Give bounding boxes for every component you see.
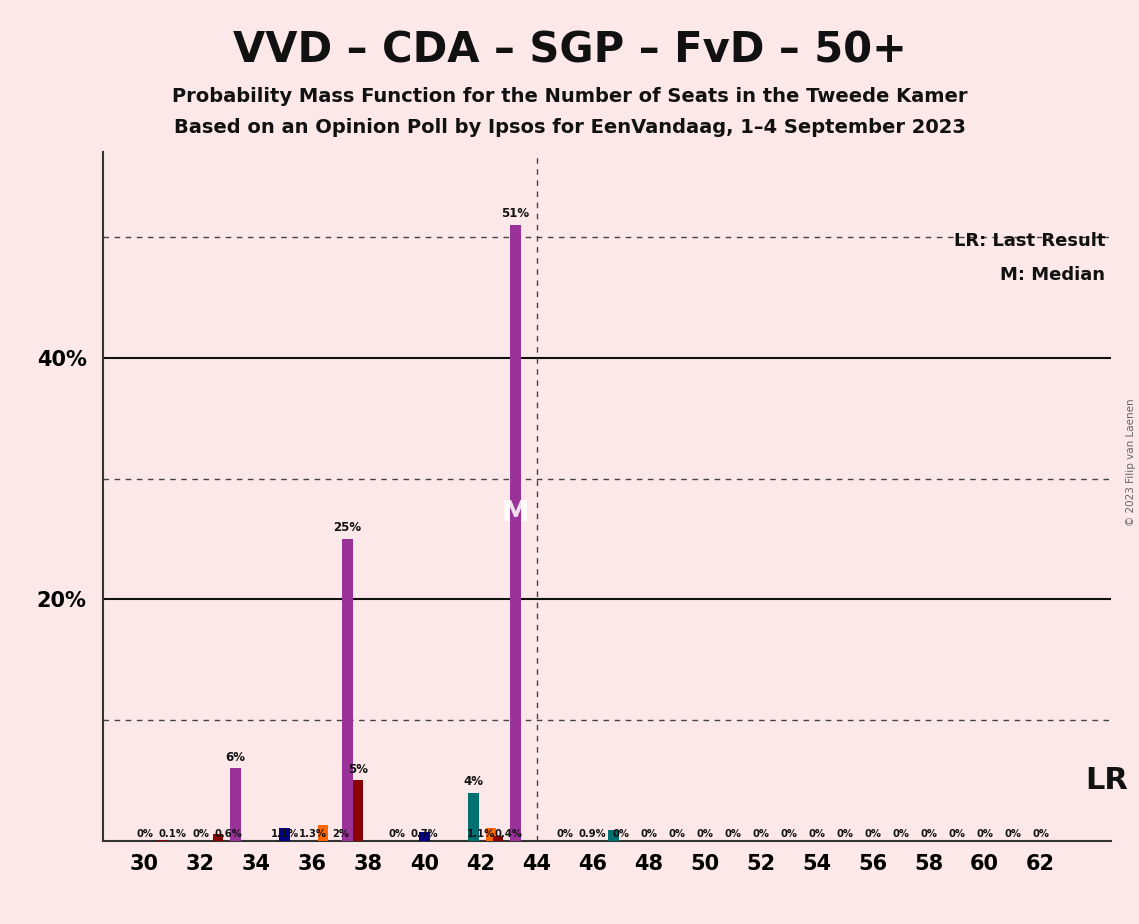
Bar [346,817,357,841]
Bar [486,828,497,841]
Bar [213,833,223,841]
Bar [353,781,363,841]
Text: M: Median: M: Median [1000,266,1106,284]
Text: 0%: 0% [640,829,657,839]
Text: 0%: 0% [865,829,882,839]
Text: 0%: 0% [892,829,909,839]
Text: 0%: 0% [948,829,965,839]
Text: Probability Mass Function for the Number of Seats in the Tweede Kamer: Probability Mass Function for the Number… [172,87,967,106]
Text: 0%: 0% [920,829,937,839]
Text: 0%: 0% [612,829,629,839]
Text: 0%: 0% [1032,829,1049,839]
Text: 0%: 0% [667,829,685,839]
Text: 0%: 0% [836,829,853,839]
Text: 0%: 0% [192,829,210,839]
Text: 0%: 0% [976,829,993,839]
Text: 0%: 0% [780,829,797,839]
Text: VVD – CDA – SGP – FvD – 50+: VVD – CDA – SGP – FvD – 50+ [232,30,907,71]
Text: 0.4%: 0.4% [494,829,523,839]
Text: 0%: 0% [1003,829,1021,839]
Text: 1.1%: 1.1% [270,829,298,839]
Bar [510,225,521,841]
Bar [419,833,429,841]
Text: 1.1%: 1.1% [466,829,494,839]
Text: 5%: 5% [347,762,368,775]
Text: 0%: 0% [136,829,153,839]
Text: 0.1%: 0.1% [158,829,187,839]
Bar [318,825,328,841]
Bar [608,830,620,841]
Text: 0%: 0% [556,829,573,839]
Text: 4%: 4% [464,774,484,787]
Text: 0.6%: 0.6% [214,829,243,839]
Text: 2%: 2% [331,829,349,839]
Text: 0.7%: 0.7% [411,829,439,839]
Text: © 2023 Filip van Laenen: © 2023 Filip van Laenen [1126,398,1136,526]
Bar [342,539,353,841]
Bar [230,769,240,841]
Bar [156,840,167,841]
Text: 0%: 0% [752,829,769,839]
Text: LR: Last Result: LR: Last Result [954,232,1106,249]
Text: M: M [501,499,528,527]
Text: 0%: 0% [696,829,713,839]
Text: 0%: 0% [808,829,825,839]
Text: 0.9%: 0.9% [579,829,606,839]
Text: 25%: 25% [334,521,361,534]
Text: LR: LR [1085,766,1129,795]
Text: Based on an Opinion Poll by Ipsos for EenVandaag, 1–4 September 2023: Based on an Opinion Poll by Ipsos for Ee… [173,118,966,138]
Text: 51%: 51% [501,207,530,220]
Text: 0%: 0% [724,829,741,839]
Text: 1.3%: 1.3% [298,829,327,839]
Bar [492,836,503,841]
Text: 6%: 6% [226,750,245,763]
Bar [468,793,480,841]
Bar [279,828,289,841]
Text: 0%: 0% [388,829,405,839]
